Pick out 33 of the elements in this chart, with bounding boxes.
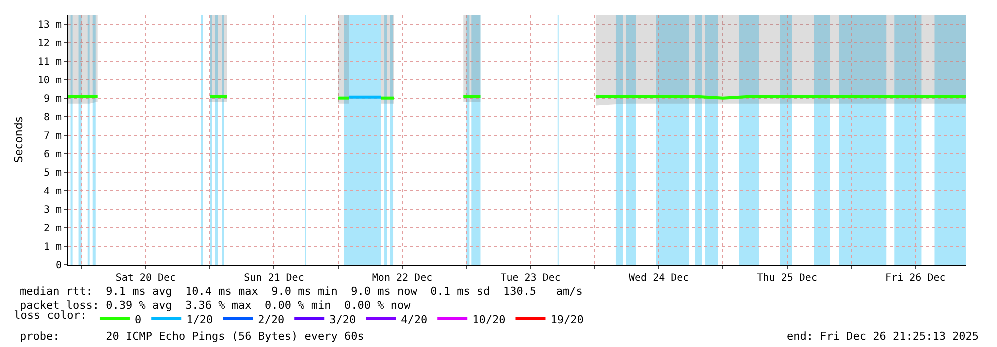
legend-label: 10/20: [472, 313, 506, 326]
legend-label: 1/20: [186, 313, 214, 326]
x-tick-label: Wed 24 Dec: [628, 273, 690, 284]
legend-label: 4/20: [401, 313, 428, 326]
y-axis-title: Seconds: [12, 116, 26, 164]
x-tick-label: Thu 25 Dec: [757, 273, 818, 284]
y-tick-label: 11 m: [38, 56, 62, 68]
legend-label: 19/20: [550, 313, 584, 326]
y-tick-label: 10 m: [38, 75, 62, 86]
legend-label: 0: [134, 313, 142, 326]
x-tick-label: Sat 20 Dec: [116, 273, 176, 284]
y-tick-label: 2 m: [44, 223, 62, 234]
y-tick-label: 0: [56, 260, 62, 272]
y-tick-label: 13 m: [38, 20, 62, 31]
x-tick-label: Fri 26 Dec: [886, 273, 946, 284]
y-tick-label: 12 m: [38, 38, 62, 50]
y-tick-label: 1 m: [44, 242, 62, 253]
y-tick-label: 4 m: [44, 186, 62, 198]
y-tick-label: 5 m: [44, 168, 62, 179]
y-tick-label: 7 m: [44, 130, 62, 142]
text: end: Fri Dec 26 21:25:13 2025: [787, 330, 980, 343]
y-tick-label: 3 m: [44, 204, 62, 216]
text: packet loss: 0.39 % avg 3.36 % max 0.00 % min 0.00 % now: [20, 299, 412, 312]
legend-label: 2/20: [258, 313, 285, 326]
x-tick-label: Mon 22 Dec: [372, 273, 433, 284]
y-tick-label: 6 m: [44, 149, 62, 160]
text: median rtt: 9.1 ms avg 10.4 ms max 9.0 ms min 9.0 ms now 0.1 ms sd 130.5 am/s: [20, 285, 583, 298]
text: probe: 20 ICMP Echo Pings (56 Bytes) every 60s: [20, 330, 364, 343]
y-tick-label: 9 m: [44, 94, 62, 105]
x-tick-label: Tue 23 Dec: [500, 273, 561, 284]
legend-label: 3/20: [330, 313, 356, 326]
y-tick-label: 8 m: [44, 112, 62, 124]
x-tick-label: Sun 21 Dec: [244, 273, 304, 284]
